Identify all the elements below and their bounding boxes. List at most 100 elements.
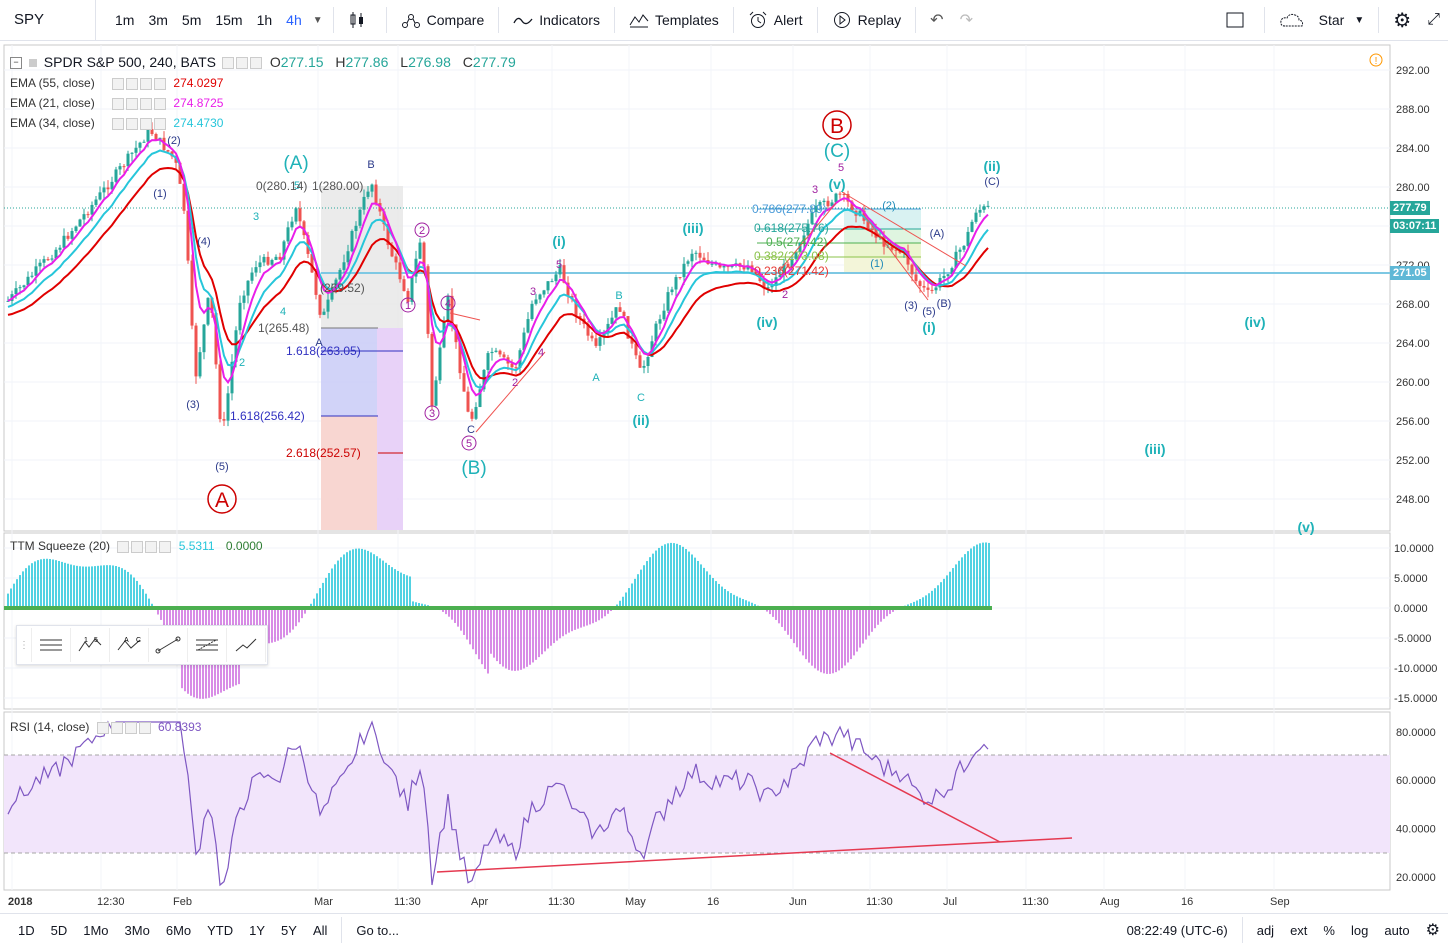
eye-icon[interactable] <box>112 117 125 130</box>
cloud-icon[interactable] <box>1271 0 1319 40</box>
trendline[interactable] <box>779 202 837 271</box>
eye-icon[interactable] <box>112 77 125 90</box>
auto-toggle[interactable]: auto <box>1384 922 1410 938</box>
ema-legend-34[interactable]: EMA (34, close) 274.4730 <box>10 116 223 130</box>
goto-button[interactable]: Go to... <box>356 922 400 938</box>
close-icon[interactable] <box>154 97 167 110</box>
gear-icon[interactable] <box>235 57 248 70</box>
tf-1h[interactable]: 1h <box>256 12 273 28</box>
time-axis-label: 12:30 <box>97 896 125 908</box>
candle-body <box>890 246 894 250</box>
more-icon[interactable] <box>140 97 153 110</box>
main-pane[interactable] <box>3 44 1391 532</box>
gear-icon[interactable] <box>126 117 139 130</box>
log-toggle[interactable]: log <box>1350 922 1369 938</box>
more-icon[interactable] <box>140 77 153 90</box>
tf-4h[interactable]: 4h <box>286 12 302 28</box>
ttm-legend[interactable]: TTM Squeeze (20) 5.5311 0.0000 <box>10 539 263 553</box>
eye-icon[interactable] <box>112 97 125 110</box>
ema-legend-21[interactable]: EMA (21, close) 274.8725 <box>10 96 223 110</box>
undo-icon[interactable]: ↶ <box>930 12 944 29</box>
range-3mo[interactable]: 3Mo <box>124 922 150 938</box>
close-icon[interactable] <box>138 721 151 734</box>
more-icon[interactable] <box>249 57 262 70</box>
collapse-icon[interactable]: − <box>10 57 22 70</box>
compare-button[interactable]: Compare <box>393 0 493 40</box>
trendline-icon[interactable] <box>149 628 188 662</box>
range-1y[interactable]: 1Y <box>249 922 266 938</box>
rsi-legend[interactable]: RSI (14, close) 60.8393 <box>10 720 201 734</box>
rsi-trendline[interactable] <box>436 837 1073 873</box>
candle-body <box>806 223 810 236</box>
range-1mo[interactable]: 1Mo <box>83 922 109 938</box>
more-icon[interactable] <box>145 540 158 553</box>
drag-handle-icon[interactable]: ⋮ <box>17 628 32 662</box>
fullscreen-icon[interactable]: ⤢ <box>1427 11 1440 28</box>
clock-label[interactable]: 08:22:49 (UTC-6) <box>1126 922 1228 938</box>
range-1d[interactable]: 1D <box>18 922 35 938</box>
range-6mo[interactable]: 6Mo <box>165 922 192 938</box>
tf-3m[interactable]: 3m <box>148 12 168 28</box>
last-price-tag: 277.79 <box>1390 201 1430 215</box>
eye-icon[interactable] <box>96 721 109 734</box>
adj-toggle[interactable]: adj <box>1256 922 1275 938</box>
alert-button[interactable]: Alert <box>740 0 811 40</box>
star-button[interactable]: Star ▼ <box>1319 0 1373 40</box>
candle-body <box>698 252 702 258</box>
trendline[interactable] <box>475 351 546 433</box>
time-axis[interactable]: 2018 12:30 Feb Mar 11:30 Apr 11:30 May 16 Jun 11:3… <box>8 896 1290 908</box>
ttm-pane[interactable] <box>3 532 1391 710</box>
close-icon[interactable] <box>154 77 167 90</box>
eye-icon[interactable] <box>221 57 234 70</box>
ema-legend-55[interactable]: EMA (55, close) 274.0297 <box>10 76 223 90</box>
gear-icon[interactable]: ⚙ <box>1425 922 1440 939</box>
tf-1m[interactable]: 1m <box>115 12 135 28</box>
symbol-search[interactable]: SPY <box>0 0 96 40</box>
price-axis[interactable]: 292.00288.00284.00280.00276.00272.00268.… <box>1394 65 1437 884</box>
trendline[interactable] <box>449 312 481 321</box>
gear-icon[interactable] <box>126 97 139 110</box>
templates-button[interactable]: Templates <box>621 0 727 40</box>
chevron-down-icon[interactable]: ▼ <box>312 14 323 26</box>
lines-tool-icon[interactable] <box>32 628 71 662</box>
wave-label: 3 <box>812 184 818 196</box>
gear-icon[interactable]: ⚙ <box>1393 9 1412 32</box>
candle-body <box>254 267 258 273</box>
ema-line <box>7 149 989 390</box>
warning-icon[interactable] <box>1369 53 1383 67</box>
indicators-button[interactable]: Indicators <box>505 0 608 40</box>
rsi-trendline[interactable] <box>829 752 1001 843</box>
chart-canvas[interactable]: 292.00288.00284.00280.00276.00272.00268.… <box>0 41 1448 913</box>
ext-toggle[interactable]: ext <box>1290 922 1308 938</box>
candle-body <box>114 169 118 182</box>
close-icon[interactable] <box>154 117 167 130</box>
eye-icon[interactable] <box>117 540 130 553</box>
trendline[interactable] <box>841 191 967 267</box>
candles-icon[interactable] <box>340 0 380 40</box>
range-ytd[interactable]: YTD <box>207 922 234 938</box>
percent-toggle[interactable]: % <box>1323 922 1335 938</box>
gear-icon[interactable] <box>126 77 139 90</box>
gear-icon[interactable] <box>131 540 144 553</box>
tf-15m[interactable]: 15m <box>215 12 243 28</box>
candle-body <box>146 129 150 142</box>
candle-body <box>242 295 246 303</box>
fullscreen-frame-icon[interactable] <box>1218 0 1258 40</box>
fib-tool-icon[interactable] <box>188 628 227 662</box>
tf-5m[interactable]: 5m <box>181 12 202 28</box>
candle-body <box>414 258 418 277</box>
trendline[interactable] <box>863 214 929 301</box>
path-tool-icon[interactable] <box>227 628 266 662</box>
symbol-title[interactable]: SPDR S&P 500, 240, BATS <box>43 54 217 70</box>
range-all[interactable]: All <box>312 922 328 938</box>
gear-icon[interactable] <box>110 721 123 734</box>
replay-button[interactable]: Replay <box>824 0 910 40</box>
close-icon[interactable] <box>159 540 172 553</box>
range-5d[interactable]: 5D <box>50 922 68 938</box>
more-icon[interactable] <box>140 117 153 130</box>
more-icon[interactable] <box>124 721 137 734</box>
range-5y[interactable]: 5Y <box>281 922 297 938</box>
redo-icon[interactable]: ↷ <box>959 12 973 29</box>
